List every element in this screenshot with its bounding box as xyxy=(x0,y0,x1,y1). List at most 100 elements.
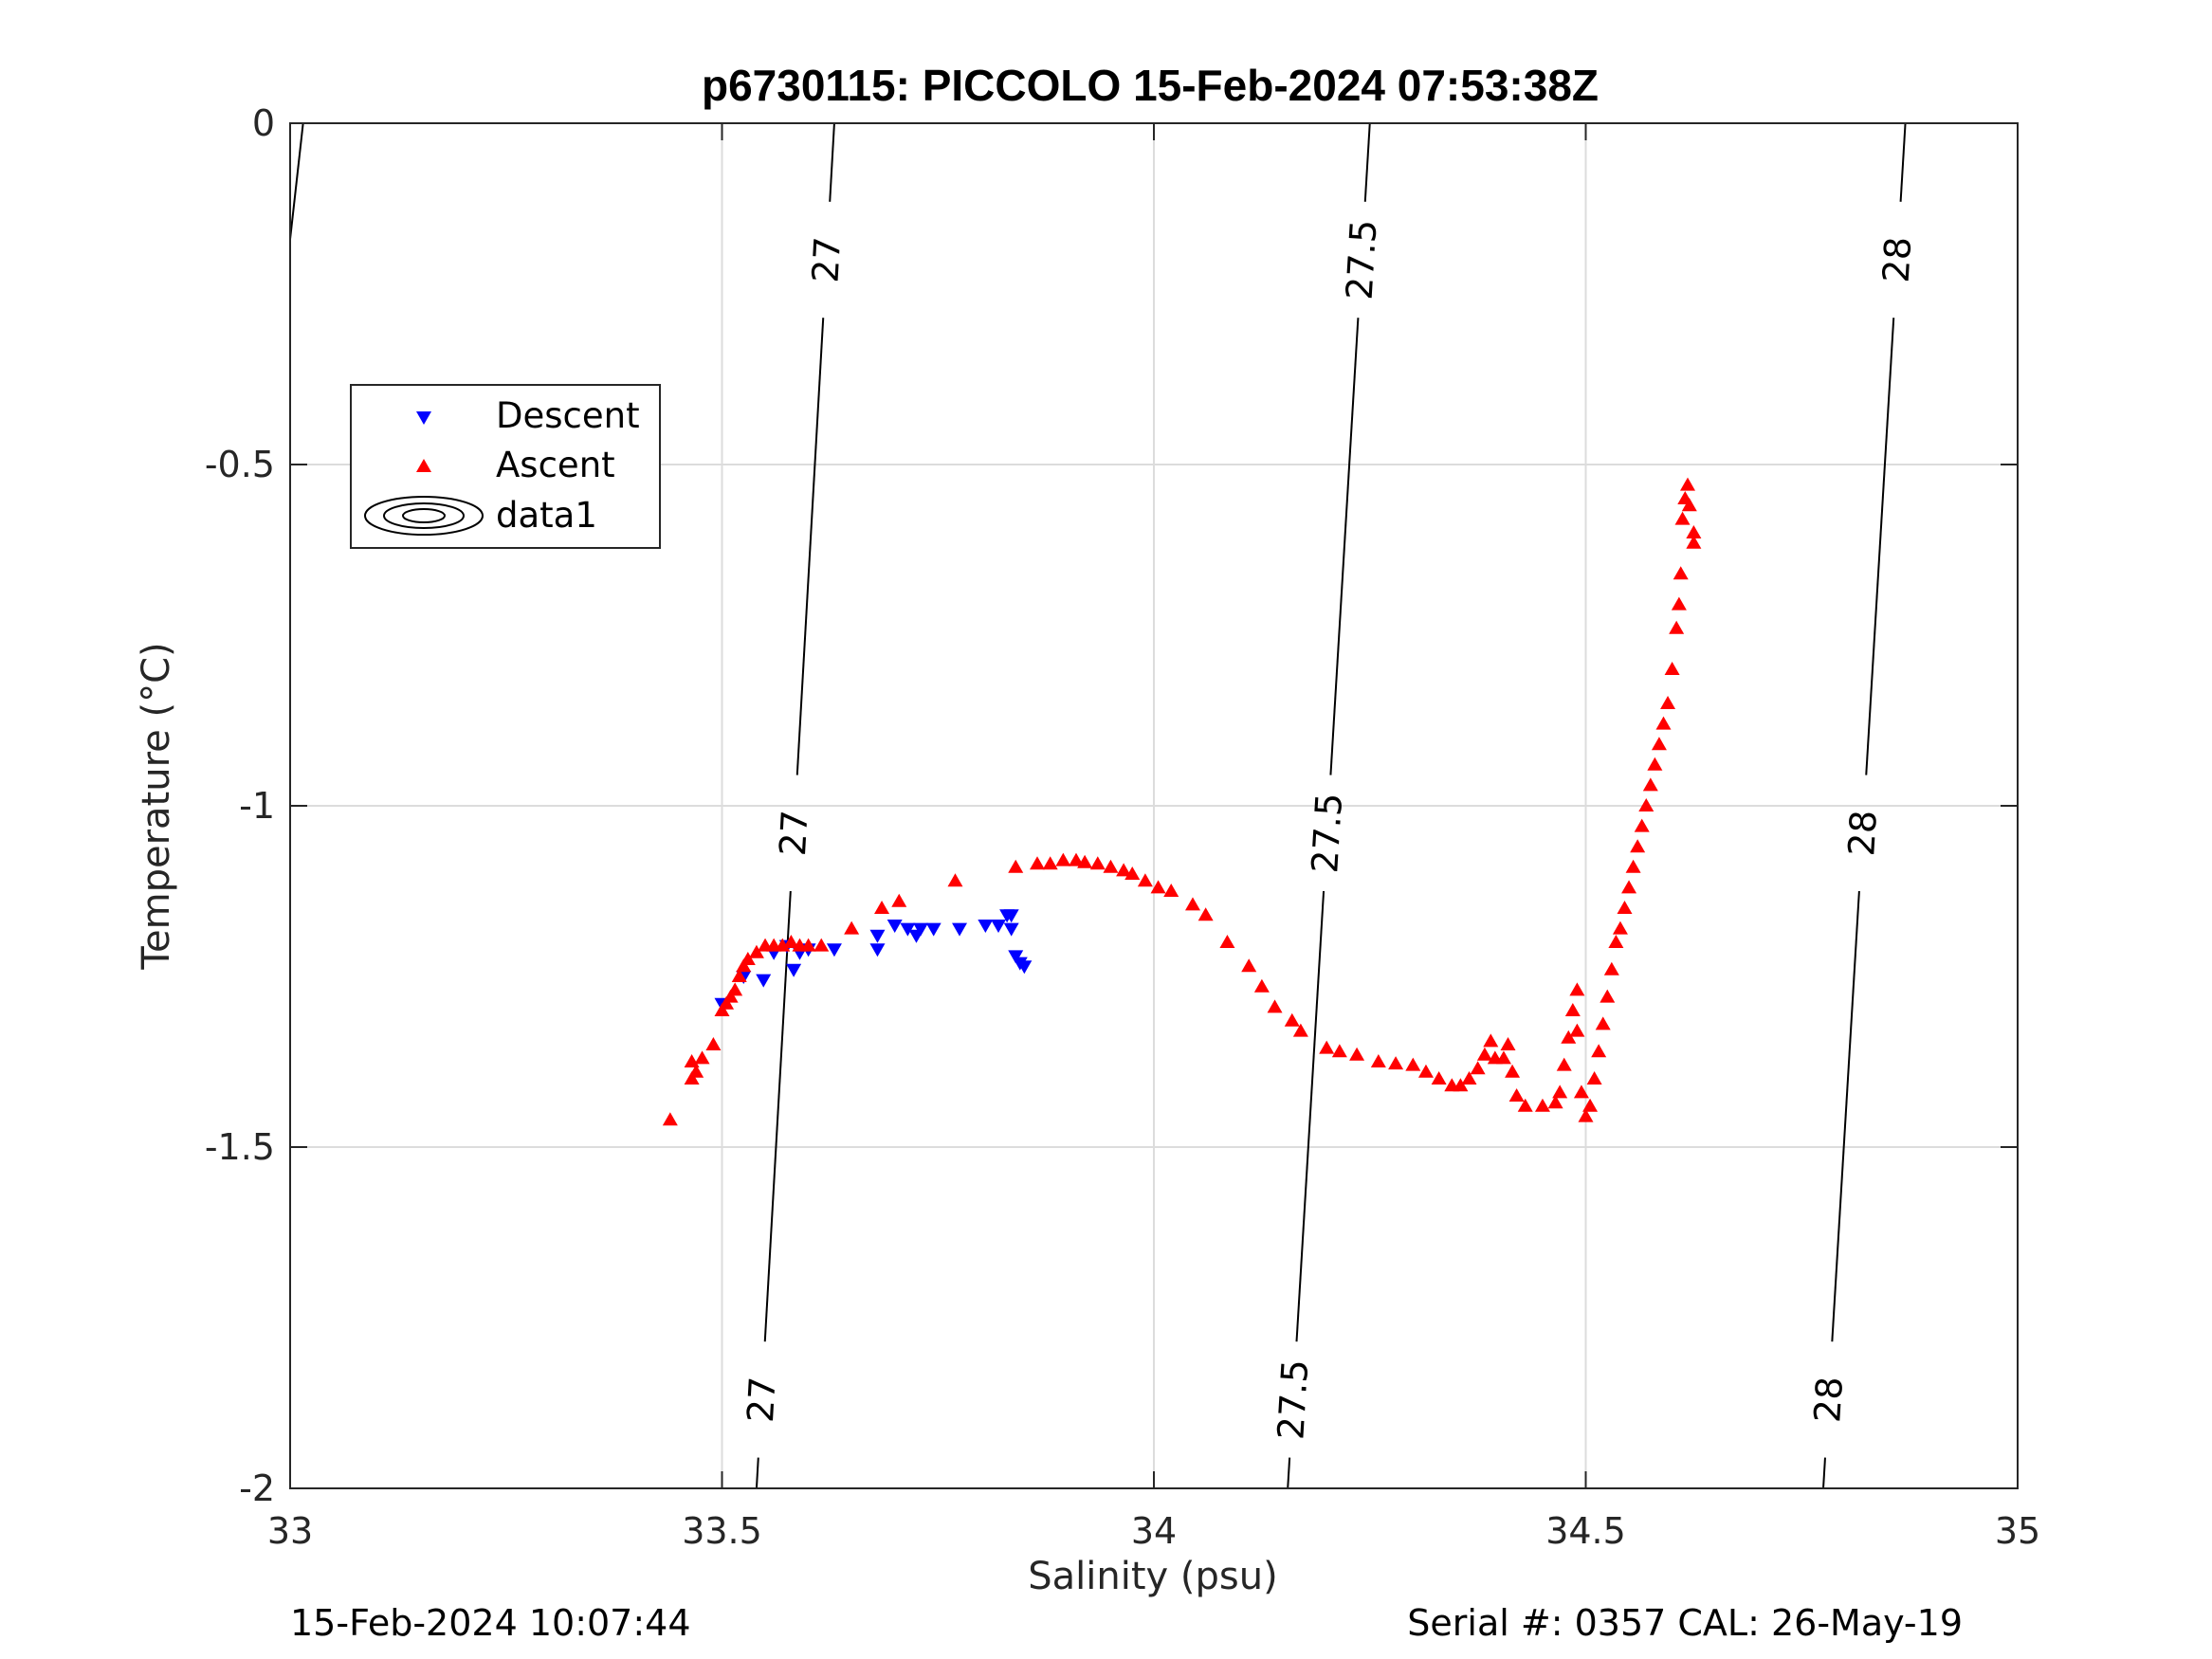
descent-point xyxy=(1003,909,1019,923)
descent-point xyxy=(869,943,886,957)
descent-point xyxy=(1003,922,1019,937)
ascent-point xyxy=(1055,852,1071,866)
ascent-point xyxy=(844,921,860,935)
ascent-point xyxy=(874,901,890,914)
ascent-point xyxy=(1674,511,1691,525)
ascent-point xyxy=(1595,1016,1611,1030)
isopycnal-line xyxy=(1295,890,1325,1342)
ascent-point xyxy=(1476,1047,1492,1061)
y-axis-label: Temperature (°C) xyxy=(135,642,178,970)
descent-point xyxy=(786,963,802,977)
ascent-point xyxy=(748,944,764,958)
ascent-point xyxy=(1150,880,1166,894)
ascent-point xyxy=(1617,901,1633,914)
ascent-point xyxy=(783,935,799,948)
ascent-point xyxy=(1634,818,1650,832)
ascent-point xyxy=(1495,1050,1511,1065)
ascent-point xyxy=(1417,1064,1434,1078)
ascent-point xyxy=(1319,1040,1335,1054)
axis-ticks: 33 33.5 34 34.5 35 0 -0.5 -1 -1.5 -2 xyxy=(205,102,2040,1552)
isopycnal-label: 27.5 xyxy=(1270,1358,1316,1441)
ascent-point xyxy=(1103,859,1119,873)
legend-contour-label: data1 xyxy=(496,495,597,536)
ascent-point xyxy=(814,938,830,952)
ascent-point xyxy=(1612,921,1628,935)
isopycnal-contours: 27 27 27 27.5 27.5 27.5 28 28 28 xyxy=(289,122,1920,1489)
ascent-point xyxy=(1673,566,1689,580)
isopycnal-label: 28 xyxy=(1840,809,1885,857)
ascent-point xyxy=(1608,935,1624,948)
isopycnal-label: 28 xyxy=(1875,236,1920,284)
ascent-point xyxy=(1184,897,1200,911)
ascent-point xyxy=(800,938,816,952)
data-points xyxy=(662,477,1702,1126)
ascent-point xyxy=(1625,859,1641,873)
ascent-point xyxy=(1642,777,1658,792)
isopycnal-line xyxy=(1287,1457,1291,1489)
y-tick-label: -1.5 xyxy=(205,1126,275,1168)
ascent-point xyxy=(1638,798,1654,811)
isopycnal-label: 27.5 xyxy=(1339,218,1385,301)
ascent-point xyxy=(1564,1003,1581,1016)
descent-point xyxy=(1008,950,1024,964)
ascent-point xyxy=(1556,1057,1572,1071)
legend-box xyxy=(350,384,661,549)
ascent-point xyxy=(775,938,791,952)
legend-contour-icon xyxy=(364,496,484,536)
ascent-point xyxy=(1137,873,1153,887)
ascent-point xyxy=(1470,1061,1486,1075)
x-axis-label: Salinity (psu) xyxy=(1028,1555,1277,1598)
ascent-point xyxy=(1647,757,1663,771)
y-tick-label: -0.5 xyxy=(205,444,275,485)
ascent-point xyxy=(1655,716,1672,730)
ascent-point xyxy=(1547,1095,1563,1109)
ascent-point xyxy=(1578,1108,1594,1122)
ascent-point xyxy=(891,893,907,907)
ascent-point xyxy=(1197,907,1214,921)
isopycnal-label: 28 xyxy=(1806,1376,1851,1424)
isopycnal-line xyxy=(1822,1457,1826,1489)
ascent-point xyxy=(1681,498,1697,512)
descent-point xyxy=(978,920,994,933)
descent-point xyxy=(900,922,916,937)
ascent-point xyxy=(1077,854,1093,868)
ascent-point xyxy=(1582,1098,1599,1112)
ascent-point xyxy=(1461,1071,1477,1085)
ascent-point xyxy=(1552,1085,1568,1099)
ascent-point xyxy=(736,958,752,973)
ascent-point xyxy=(1630,839,1646,853)
ascent-point xyxy=(1569,1023,1585,1037)
ascent-point xyxy=(1600,989,1616,1003)
ascent-point xyxy=(1686,525,1702,538)
ascent-point xyxy=(1331,1044,1347,1058)
legend-ascent-label: Ascent xyxy=(496,445,615,485)
isopycnal-line xyxy=(795,318,825,775)
ascent-point xyxy=(1651,737,1667,751)
ascent-point xyxy=(1388,1056,1404,1070)
ascent-point xyxy=(1267,999,1283,1013)
isopycnal-line xyxy=(1831,890,1860,1342)
isopycnal-label: 27.5 xyxy=(1304,792,1350,874)
ascent-point xyxy=(1591,1044,1607,1058)
ascent-point xyxy=(684,1071,700,1085)
ascent-point xyxy=(1163,884,1179,897)
ascent-point xyxy=(1030,856,1046,870)
ascent-point xyxy=(662,1112,678,1126)
descent-point xyxy=(887,920,903,933)
y-tick-label: 0 xyxy=(252,102,275,144)
ascent-point xyxy=(1219,935,1235,948)
isopycnal-label: 27 xyxy=(772,809,816,857)
isopycnal-partial-line xyxy=(289,122,304,240)
ascent-point xyxy=(1517,1098,1533,1112)
ascent-point xyxy=(1008,859,1024,873)
ascent-point xyxy=(688,1064,704,1078)
legend-ascent-marker xyxy=(416,459,431,472)
ascent-point xyxy=(731,969,747,982)
ascent-point xyxy=(1660,696,1676,709)
isopycnal-line xyxy=(1363,122,1371,202)
y-tick-label: -1 xyxy=(239,785,275,827)
ascent-point xyxy=(1500,1037,1516,1050)
legend: Descent Ascent data1 xyxy=(350,384,661,549)
ascent-point xyxy=(719,995,735,1010)
